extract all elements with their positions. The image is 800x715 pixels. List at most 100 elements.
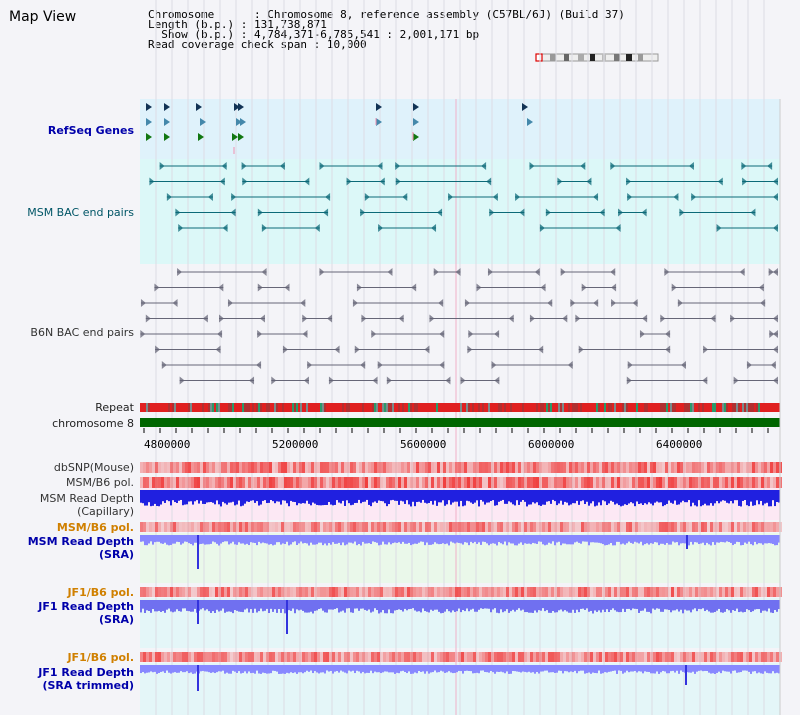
refseq-gene: [146, 133, 152, 141]
msm-bac-pair-end: [688, 162, 694, 170]
b6n-bac-pair-end: [665, 345, 671, 354]
refseq-gene: [376, 103, 382, 111]
msm-bac-pair-end: [219, 177, 225, 186]
axis-tick-label: 6000000: [528, 438, 575, 451]
msm-bac-pair-end: [716, 224, 722, 232]
msm-bac-pair-end: [159, 162, 165, 170]
msm-bac-pair-end: [773, 224, 778, 232]
b6n-bac-pair-end: [429, 314, 435, 323]
msm-bac-pair-end: [539, 224, 545, 232]
msm-bac-pair-end: [379, 177, 385, 186]
msm-bac-pair-end: [627, 193, 633, 201]
msm-bac-pair-end: [325, 193, 331, 201]
msm-bac-pair-end: [230, 208, 236, 217]
msm-bac-pair-end: [679, 208, 685, 217]
refseq-gene: [236, 118, 242, 126]
b6n-bac-pair-end: [354, 345, 360, 354]
msm-bac-pair-end: [395, 177, 401, 186]
b6n-bac-pair-end: [593, 299, 599, 307]
depth-spike: [685, 665, 687, 685]
refseq-gene: [146, 118, 152, 126]
b6n-bac-pair-end: [438, 299, 444, 307]
refseq-gene: [200, 118, 206, 126]
b6n-bac-pair-end: [681, 361, 687, 369]
track-label-jf1-depth-sra-1[interactable]: JF1 Read Depth: [38, 600, 134, 613]
msm-bac-pair-end: [618, 208, 624, 217]
b6n-bac-pair-end: [632, 299, 638, 307]
b6n-bac-pair-end: [476, 283, 482, 292]
track-label-msm-depth-sra-1[interactable]: MSM Read Depth: [27, 535, 134, 548]
b6n-bac-pair-end: [361, 314, 367, 323]
b6n-bac-pair-end: [398, 314, 404, 323]
track-label-repeat: Repeat: [95, 401, 134, 414]
b6n-bac-pair-end: [610, 268, 616, 276]
track-label-jf1-depth-trim-1[interactable]: JF1 Read Depth: [38, 666, 134, 679]
b6n-bac-pair-end: [627, 361, 633, 369]
track-label-msm-bac[interactable]: MSM BAC end pairs: [27, 206, 134, 219]
b6n-bac-pair-end: [494, 376, 500, 385]
refseq-gene: [146, 103, 152, 111]
track-label-dbsnp[interactable]: dbSNP(Mouse): [53, 461, 134, 474]
b6n-bac-pair-end: [611, 283, 617, 292]
msm-bac-pair-end: [319, 162, 325, 170]
msm-bac-pair-end: [481, 162, 487, 170]
span-key: Read coverage check span: [148, 38, 307, 51]
b6n-bac-pair-end: [739, 268, 745, 276]
b6n-bac-pair-end: [642, 314, 648, 323]
length-value: 131,738,871: [253, 18, 327, 31]
depth-spike: [686, 535, 688, 549]
track-label-jf1-b6-pol-2[interactable]: JF1/B6 pol.: [67, 651, 134, 664]
axis-tick-label: 4800000: [144, 438, 191, 451]
track-label-b6n-bac[interactable]: B6N BAC end pairs: [30, 326, 134, 339]
track-label-msm-b6-pol-2[interactable]: MSM/B6 pol.: [56, 521, 134, 534]
b6n-bac-pair-end: [172, 299, 178, 307]
msm-bac-pair-end: [626, 177, 632, 186]
b6n-bac-pair-end: [467, 345, 473, 354]
msm-bac-pair-end: [580, 162, 586, 170]
b6n-bac-pair-end: [177, 268, 183, 276]
b6n-bac-pair-end: [377, 361, 383, 369]
chromosome-bar: [140, 418, 780, 427]
msm-bac-pair-end: [599, 208, 605, 217]
msm-bac-pair-end: [314, 224, 320, 232]
track-label-jf1-depth-trim-2: (SRA trimmed): [42, 679, 134, 692]
msm-bac-pair-end: [402, 193, 408, 201]
refseq-gene: [232, 133, 238, 141]
b6n-bac-pair-end: [145, 314, 151, 323]
msm-bac-pair-end: [615, 224, 621, 232]
b6n-bac-pair-end: [352, 299, 358, 307]
b6n-bac-pair-end: [567, 361, 573, 369]
depth-spike: [286, 600, 288, 634]
msm-bac-pair-end: [750, 208, 756, 217]
b6n-bac-pair-end: [161, 361, 167, 369]
refseq-gene: [164, 118, 170, 126]
b6n-bac-pair-end: [758, 283, 764, 292]
track-label-msm-depth-cap-2: (Capillary): [77, 505, 134, 518]
refseq-gene: [413, 118, 419, 126]
b6n-bac-pair-end: [179, 376, 185, 385]
track-label-jf1-depth-sra-2: (SRA): [99, 613, 134, 626]
msm-bac-pair-end: [767, 162, 773, 170]
chromosome-key: Chromosome: [148, 8, 215, 21]
b6n-bac-pair-end: [257, 283, 263, 292]
b6n-bac-pair-end: [154, 283, 160, 292]
msm-bac-pair-end: [222, 224, 228, 232]
msm-bac-pair-end: [378, 224, 384, 232]
axis-tick-label: 5600000: [400, 438, 447, 451]
track-label-jf1-b6-pol[interactable]: JF1/B6 pol.: [67, 586, 134, 599]
refseq-gene: [413, 133, 419, 141]
track-label-msm-depth-cap-1[interactable]: MSM Read Depth: [39, 492, 134, 505]
refseq-gene: [522, 103, 528, 111]
b6n-bac-pair-end: [464, 299, 470, 307]
b6n-bac-pair-end: [770, 361, 776, 369]
chromosome-ideogram[interactable]: [530, 53, 660, 62]
b6n-bac-pair-end: [487, 268, 493, 276]
track-label-refseq[interactable]: RefSeq Genes: [47, 124, 134, 137]
b6n-bac-pair-end: [773, 268, 778, 276]
b6n-bac-pair-end: [773, 330, 778, 338]
b6n-bac-pair-end: [730, 314, 736, 323]
b6n-bac-pair-end: [387, 268, 393, 276]
track-label-msm-b6-pol[interactable]: MSM/B6 pol.: [66, 476, 134, 489]
msm-bac-pair-end: [717, 177, 723, 186]
